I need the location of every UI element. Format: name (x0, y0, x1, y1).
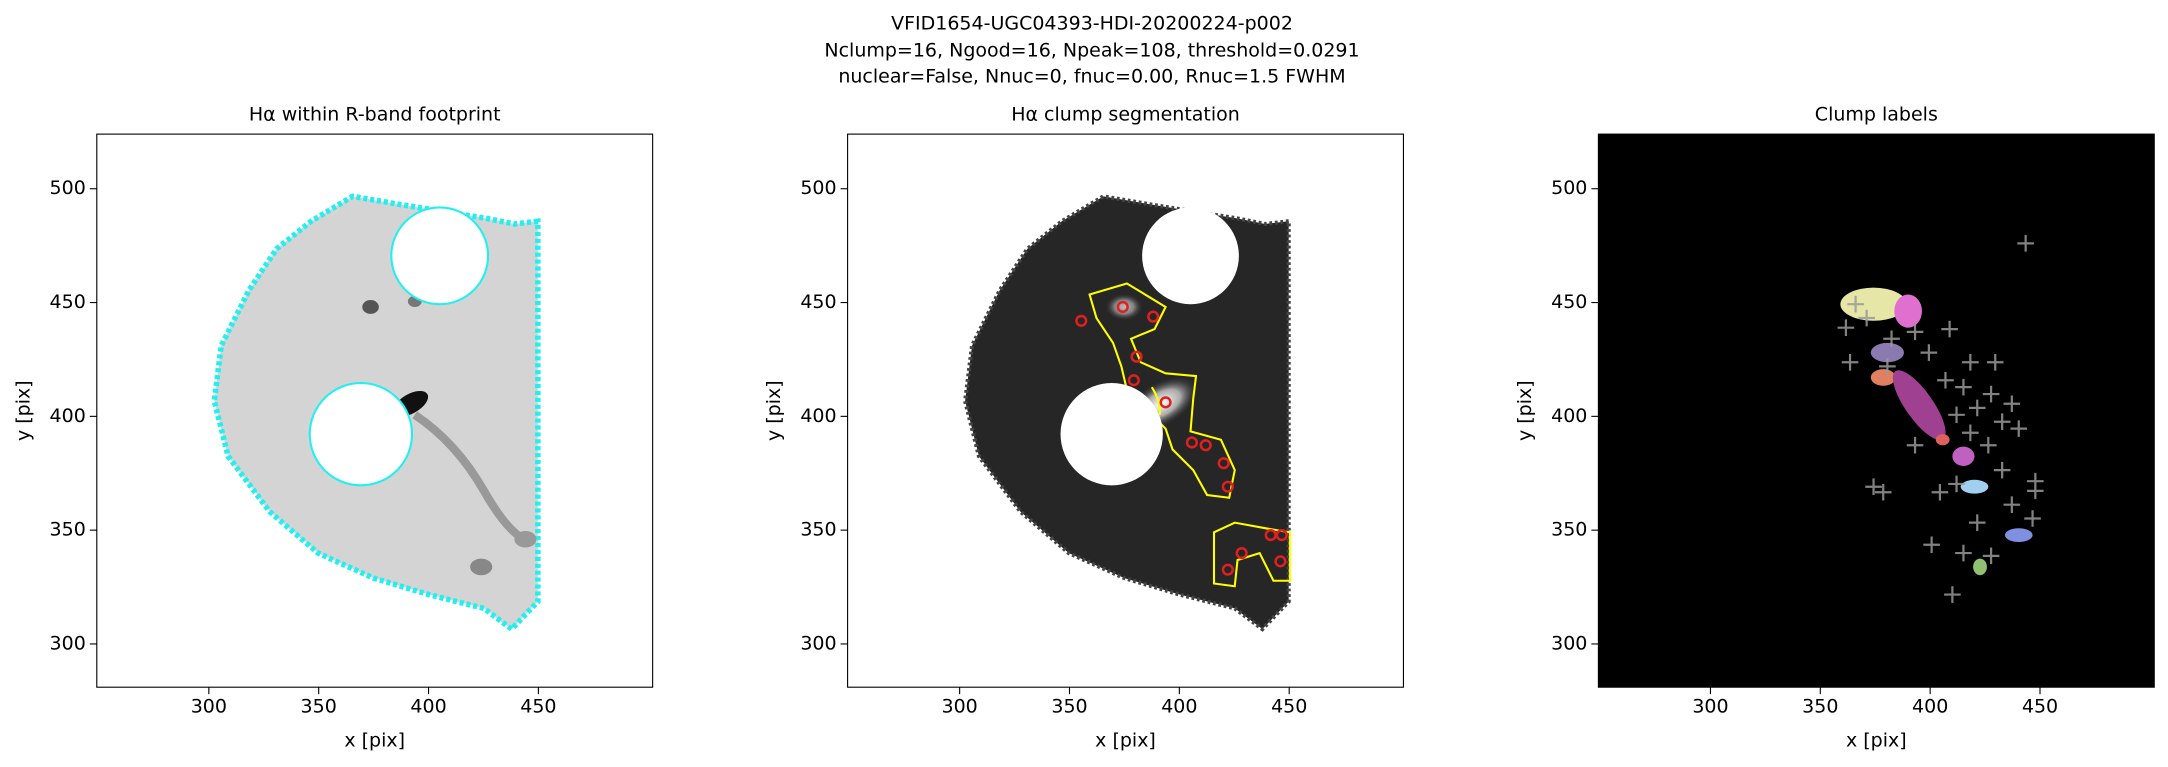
footprint-image (211, 193, 541, 633)
y-axis-label: y [pix] (1514, 380, 1536, 441)
y-tick-label: 450 (50, 291, 86, 313)
x-tick-label: 300 (191, 696, 227, 718)
y-tick-label: 300 (800, 632, 836, 654)
axes-title: Clump labels (1815, 104, 1938, 126)
x-tick-label: 300 (942, 696, 978, 718)
axes-frame (1597, 133, 2155, 688)
x-tick-label: 400 (1161, 696, 1197, 718)
y-tick-label: 350 (1551, 519, 1587, 541)
y-tick-label: 350 (800, 519, 836, 541)
axes-frame (847, 133, 1404, 688)
x-tick-label: 350 (301, 696, 337, 718)
y-axis-label: y [pix] (763, 380, 785, 441)
x-tick-label: 350 (1051, 696, 1087, 718)
images (211, 134, 2155, 688)
y-tick-label: 500 (1551, 177, 1587, 199)
y-tick-label: 500 (800, 177, 836, 199)
x-tick-label: 400 (1912, 696, 1948, 718)
y-tick-label: 300 (50, 632, 86, 654)
y-tick-label: 400 (800, 405, 836, 427)
labels-image (1598, 134, 2155, 688)
axes-title: Hα clump segmentation (1011, 104, 1240, 126)
x-tick-label: 450 (2022, 696, 2058, 718)
y-axis-label: y [pix] (12, 380, 34, 441)
segmentation-image (963, 194, 1292, 632)
y-tick-label: 450 (1551, 291, 1587, 313)
y-tick-label: 400 (1551, 405, 1587, 427)
x-tick-label: 450 (520, 696, 556, 718)
y-tick-label: 300 (1551, 632, 1587, 654)
axes-title: Hα within R-band footprint (249, 104, 501, 126)
x-tick-label: 300 (1692, 696, 1728, 718)
x-axis-label: x [pix] (344, 730, 405, 752)
figure-title: nuclear=False, Nnuc=0, fnuc=0.00, Rnuc=1… (838, 66, 1345, 88)
x-tick-label: 400 (410, 696, 446, 718)
x-axis-label: x [pix] (1846, 730, 1907, 752)
x-tick-label: 350 (1802, 696, 1838, 718)
y-tick-label: 500 (50, 177, 86, 199)
x-axis-label: x [pix] (1095, 730, 1156, 752)
y-tick-label: 350 (50, 519, 86, 541)
axes-frame (96, 133, 654, 688)
figure-title: Nclump=16, Ngood=16, Npeak=108, threshol… (824, 40, 1359, 62)
x-tick-label: 450 (1271, 696, 1307, 718)
figure-title: VFID1654-UGC04393-HDI-20200224-p002 (891, 13, 1293, 35)
y-tick-label: 400 (50, 405, 86, 427)
y-tick-label: 450 (800, 291, 836, 313)
